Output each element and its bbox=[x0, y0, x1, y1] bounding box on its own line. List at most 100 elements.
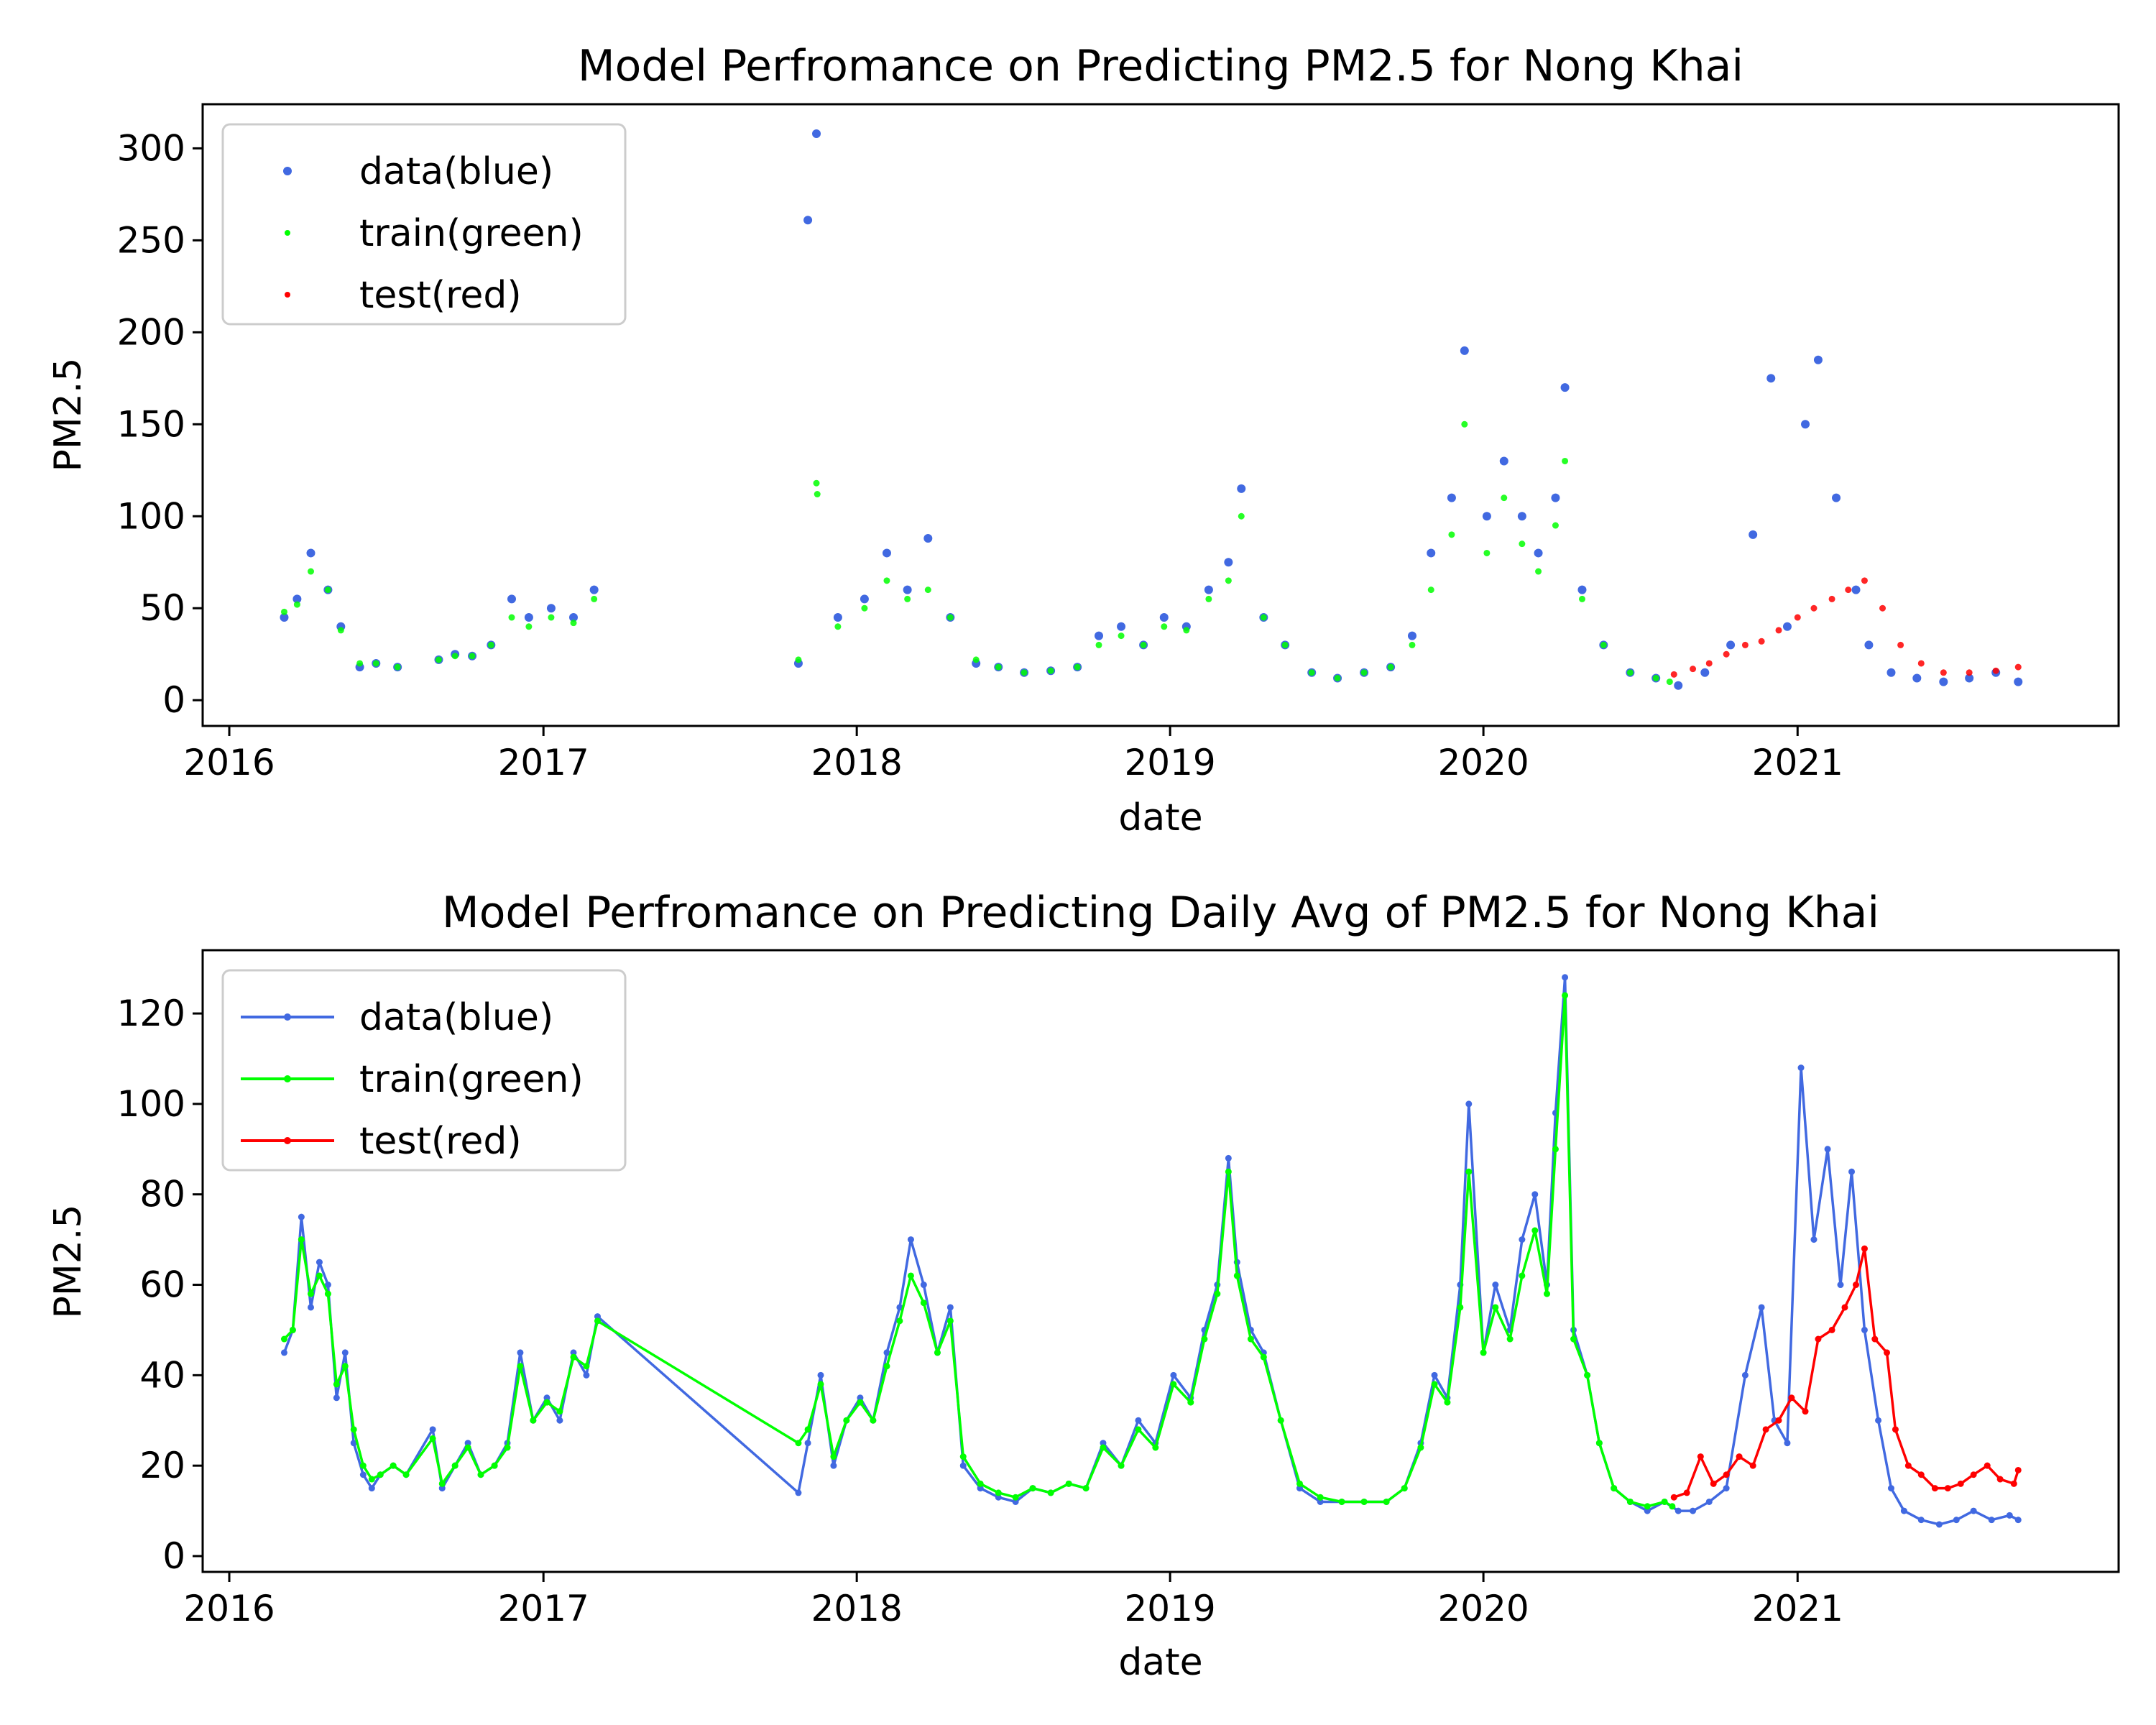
series-train-green bbox=[280, 420, 1673, 686]
data-point bbox=[1260, 1353, 1267, 1361]
data-point bbox=[830, 1453, 837, 1460]
data-point bbox=[570, 620, 577, 627]
data-point bbox=[1562, 992, 1569, 999]
data-point bbox=[1047, 667, 1054, 674]
data-point bbox=[1205, 595, 1212, 602]
data-point bbox=[1837, 1282, 1844, 1289]
data-point bbox=[1012, 1494, 1019, 1501]
data-point bbox=[1802, 1408, 1809, 1415]
data-point bbox=[2010, 1480, 2017, 1487]
data-point bbox=[594, 1313, 601, 1320]
data-point bbox=[1861, 1245, 1868, 1252]
data-point bbox=[1879, 604, 1886, 612]
data-point bbox=[293, 601, 300, 608]
data-point bbox=[1674, 1507, 1682, 1514]
data-point bbox=[356, 660, 364, 667]
data-point bbox=[834, 623, 842, 630]
data-point bbox=[1813, 355, 1823, 364]
data-point bbox=[2014, 1466, 2022, 1473]
data-point bbox=[920, 1282, 927, 1289]
data-point bbox=[1887, 1485, 1894, 1492]
y-tick-label-150: 150 bbox=[117, 403, 185, 445]
data-point bbox=[817, 1371, 824, 1379]
data-point bbox=[315, 1259, 323, 1266]
data-point bbox=[438, 1485, 446, 1492]
data-point bbox=[1797, 1064, 1805, 1072]
data-point bbox=[1801, 420, 1810, 429]
y-ticks: 0 20 40 60 80 100 120 bbox=[117, 993, 203, 1577]
data-point bbox=[1204, 585, 1213, 594]
data-marks bbox=[280, 129, 2023, 690]
plot-frame bbox=[201, 949, 2120, 1573]
y-ticks: 0 50 100 150 200 250 300 bbox=[117, 127, 203, 721]
data-point bbox=[1431, 1371, 1438, 1379]
data-point bbox=[1957, 1480, 1964, 1487]
x-tick-label-2018: 2018 bbox=[811, 1588, 903, 1629]
data-point bbox=[1317, 1494, 1324, 1501]
data-point bbox=[860, 594, 869, 604]
data-point bbox=[923, 533, 933, 543]
x-tick-label-2016: 2016 bbox=[183, 742, 275, 783]
data-point bbox=[883, 1363, 890, 1370]
data-point bbox=[977, 1485, 984, 1492]
data-point bbox=[1626, 669, 1634, 676]
legend-entry-train-green: train(green) bbox=[241, 1058, 584, 1101]
data-point bbox=[308, 568, 314, 575]
legend-label: test(red) bbox=[359, 274, 522, 317]
data-point bbox=[280, 608, 287, 615]
data-point bbox=[1670, 671, 1677, 678]
data-point bbox=[1238, 512, 1245, 520]
data-point bbox=[1762, 1426, 1769, 1433]
data-marks bbox=[280, 974, 2022, 1528]
y-tick-label-300: 300 bbox=[117, 127, 185, 169]
chart-pm25-daily-avg: Model Perfromance on Predicting Daily Av… bbox=[47, 888, 2120, 1684]
data-point bbox=[882, 548, 891, 558]
series-test-red bbox=[1670, 577, 2022, 678]
data-point bbox=[870, 1417, 877, 1424]
data-point bbox=[1966, 669, 1973, 676]
data-point bbox=[583, 1363, 590, 1370]
y-tick-label-20: 20 bbox=[139, 1445, 185, 1486]
data-point bbox=[1758, 1304, 1765, 1311]
data-point bbox=[1152, 1444, 1159, 1451]
data-point bbox=[1828, 1326, 1835, 1333]
data-point bbox=[1788, 1394, 1795, 1402]
chart-pm25-hourly: Model Perfromance on Predicting PM2.5 fo… bbox=[47, 41, 2120, 840]
data-point bbox=[1931, 1485, 1938, 1492]
x-tick-label-2019: 2019 bbox=[1125, 742, 1216, 783]
data-point bbox=[1552, 1146, 1559, 1153]
data-point bbox=[1690, 666, 1697, 673]
x-ticks: 2016 2017 2018 2019 2020 2021 bbox=[183, 1572, 1843, 1629]
data-point bbox=[1551, 493, 1560, 502]
legend-swatch bbox=[283, 167, 292, 175]
series-test-red bbox=[1670, 1245, 2022, 1501]
data-point bbox=[1360, 669, 1368, 676]
data-point bbox=[337, 627, 344, 634]
data-point bbox=[1828, 595, 1835, 602]
data-point bbox=[1187, 1399, 1194, 1406]
y-tick-label-100: 100 bbox=[117, 495, 185, 537]
data-point bbox=[315, 1272, 323, 1279]
data-point bbox=[1578, 595, 1585, 602]
data-point bbox=[435, 656, 442, 663]
data-point bbox=[814, 491, 821, 498]
y-tick-label-100: 100 bbox=[117, 1083, 185, 1125]
data-point bbox=[1029, 1485, 1036, 1492]
data-point bbox=[1644, 1507, 1651, 1514]
data-point bbox=[1501, 494, 1508, 502]
data-point bbox=[1214, 1290, 1221, 1297]
data-point bbox=[1233, 1272, 1240, 1279]
data-point bbox=[570, 1349, 577, 1356]
data-point bbox=[803, 216, 813, 225]
data-point bbox=[280, 613, 289, 622]
data-point bbox=[1407, 631, 1416, 640]
data-point bbox=[324, 586, 331, 594]
data-point bbox=[904, 595, 911, 602]
data-point bbox=[1674, 681, 1683, 690]
legend-entry-test-red: test(red) bbox=[285, 274, 522, 317]
data-point bbox=[1810, 604, 1818, 612]
data-point bbox=[1534, 548, 1543, 558]
data-point bbox=[1224, 558, 1233, 567]
data-point bbox=[1670, 1494, 1677, 1501]
data-point bbox=[1135, 1417, 1142, 1424]
